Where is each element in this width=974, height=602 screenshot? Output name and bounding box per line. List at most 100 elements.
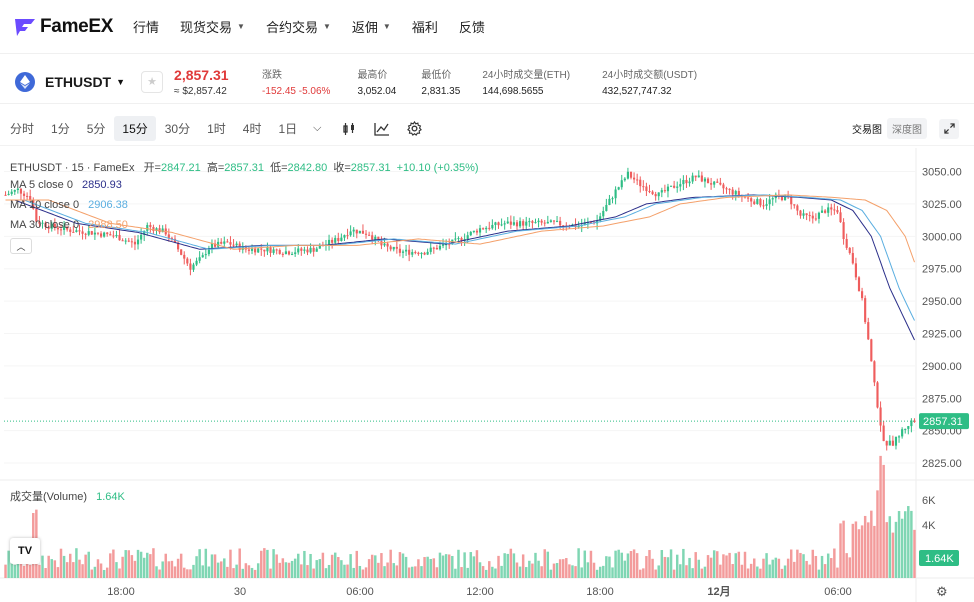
kline-chart[interactable]: 3050.00 3025.00 3000.00 2975.00 2950.00 2925.…: [0, 148, 974, 602]
volume-bar: [155, 566, 158, 578]
candle-body: [503, 223, 506, 225]
candle-body: [247, 249, 251, 251]
candle-body: [327, 239, 331, 245]
candlestick-type-icon[interactable]: [342, 122, 356, 136]
candle-body: [611, 198, 614, 200]
timeframe-tab-5[interactable]: 1时: [207, 122, 226, 136]
volume-bar: [749, 563, 753, 578]
time-tick-label: 12:00: [466, 586, 494, 598]
candle-body: [26, 195, 29, 197]
volume-bar: [22, 565, 26, 578]
settings-gear-icon[interactable]: [406, 121, 422, 136]
candle-body: [706, 178, 710, 184]
timeframe-tab-7[interactable]: 1日: [278, 122, 298, 136]
kline-chart-svg[interactable]: 3050.00 3025.00 3000.00 2975.00 2950.00 2925.…: [0, 148, 974, 602]
volume-bar: [420, 566, 423, 578]
volume-bar: [352, 567, 355, 578]
volume-bar: [250, 567, 254, 578]
candle-body: [851, 253, 854, 264]
volume-bar: [786, 558, 790, 578]
candle-body: [435, 247, 438, 250]
candle-body: [19, 188, 23, 194]
volume-bar: [826, 553, 830, 578]
candle-body: [124, 240, 127, 242]
nav-item-2[interactable]: 合约交易 ▼: [266, 17, 331, 36]
candle-body: [546, 221, 549, 224]
indicators-icon[interactable]: [373, 122, 390, 136]
legend-close-label: 收=: [333, 162, 351, 174]
volume-bar: [377, 562, 380, 578]
favorite-star-icon[interactable]: ★: [141, 70, 164, 93]
volume-bar: [407, 567, 411, 578]
timeframe-tab-2[interactable]: 5分: [86, 122, 106, 136]
candle-body: [220, 241, 223, 244]
volume-bar: [152, 548, 155, 578]
symbol-label: ETHUSDT: [45, 73, 112, 90]
collapse-legend-chevron-up-icon[interactable]: ︿: [10, 238, 32, 254]
candle-body: [241, 246, 244, 250]
volume-bar: [253, 569, 257, 578]
candle-body: [244, 246, 247, 250]
volume-bar: [592, 562, 596, 578]
view-tab-1[interactable]: 深度图: [887, 118, 927, 139]
volume-bar: [56, 567, 60, 578]
more-timeframes-chevron-icon[interactable]: ⌵: [313, 122, 322, 134]
fameex-logo[interactable]: FameEX: [14, 16, 118, 38]
candle-body: [839, 212, 842, 223]
volume-bar: [780, 568, 784, 578]
candle-body: [371, 235, 374, 240]
nav-item-3[interactable]: 返佣 ▼: [352, 17, 391, 36]
volume-bar: [891, 532, 895, 578]
volume-bar: [808, 564, 811, 578]
timeframe-tab-3[interactable]: 15分: [114, 116, 156, 141]
volume-bar: [528, 560, 531, 578]
nav-item-5[interactable]: 反馈: [459, 17, 485, 36]
volume-tick-label: 4K: [922, 520, 936, 532]
timeframe-tab-0[interactable]: 分时: [10, 122, 35, 136]
view-tab-0[interactable]: 交易图: [847, 118, 887, 139]
volume-bar: [697, 559, 701, 578]
volume-bar: [882, 464, 885, 578]
candle-body: [509, 221, 512, 225]
candle-body: [577, 226, 580, 228]
symbol-selector[interactable]: ETHUSDT ▼: [45, 74, 125, 90]
volume-bar: [189, 569, 192, 578]
timeframe-tab-6[interactable]: 4时: [242, 122, 262, 136]
candle-body: [836, 210, 839, 213]
volume-bar: [623, 560, 627, 578]
volume-bar: [497, 555, 500, 578]
timeframe-tab-4[interactable]: 30分: [164, 122, 191, 136]
volume-bar: [25, 563, 29, 578]
fullscreen-icon[interactable]: [939, 118, 959, 139]
volume-bar: [546, 551, 550, 578]
candle-body: [75, 230, 78, 232]
candle-body: [294, 252, 297, 254]
candle-body: [519, 221, 522, 227]
candle-body: [93, 232, 96, 235]
candle-body: [654, 194, 657, 197]
nav-item-0[interactable]: 行情: [133, 17, 159, 36]
candle-body: [762, 205, 765, 207]
chart-settings-gear-icon[interactable]: ⚙: [936, 584, 948, 599]
candle-body: [281, 253, 284, 255]
volume-bar: [583, 550, 587, 578]
volume-bar: [639, 569, 642, 578]
volume-bar: [87, 551, 90, 578]
ma30-value: 2988.50: [88, 219, 128, 231]
tradingview-logo-icon[interactable]: TV: [10, 538, 40, 564]
candle-body: [750, 198, 753, 202]
candle-body: [827, 207, 830, 213]
candle-body: [210, 243, 214, 249]
volume-bar: [571, 565, 574, 578]
price-tick-label: 3025.00: [922, 199, 962, 211]
candle-body: [136, 239, 140, 245]
candle-body: [417, 252, 420, 255]
nav-item-4[interactable]: 福利: [412, 17, 438, 36]
volume-bar: [722, 554, 725, 578]
volume-bar: [568, 564, 571, 578]
volume-bar: [888, 516, 892, 578]
volume-bar: [620, 552, 623, 578]
volume-bar: [848, 557, 851, 578]
nav-item-1[interactable]: 现货交易 ▼: [180, 17, 245, 36]
timeframe-tab-1[interactable]: 1分: [51, 122, 70, 136]
